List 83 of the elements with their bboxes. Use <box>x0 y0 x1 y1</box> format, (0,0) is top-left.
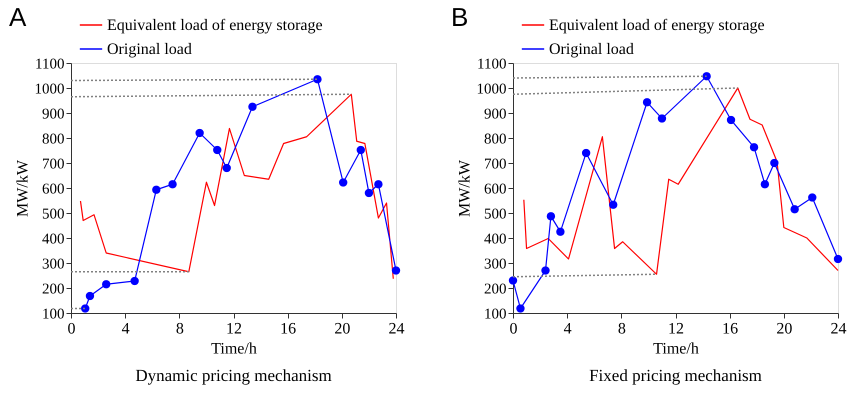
point <box>516 304 525 313</box>
point <box>356 146 365 154</box>
point <box>642 98 652 106</box>
y-tick-label: 1000 <box>34 82 64 98</box>
x-tick-label: 4 <box>564 320 572 338</box>
point <box>808 193 816 202</box>
y-tick-label: 400 <box>484 232 506 248</box>
x-axis-title: Time/h <box>211 340 257 358</box>
y-tick-label: 1100 <box>35 56 64 72</box>
point <box>790 205 799 214</box>
y-tick-label: 1000 <box>476 82 506 98</box>
point <box>152 186 160 194</box>
point <box>86 292 94 300</box>
x-tick-label: 8 <box>176 320 184 338</box>
point <box>213 146 222 154</box>
y-tick-label: 500 <box>42 206 64 222</box>
point <box>750 143 758 152</box>
point <box>81 304 90 313</box>
line-series <box>523 87 839 275</box>
x-tick-label: 0 <box>68 320 76 338</box>
point <box>364 188 374 198</box>
x-tick-label: 4 <box>122 320 130 338</box>
x-tick-label: 12 <box>668 320 684 338</box>
x-tick-label: 20 <box>334 320 350 338</box>
x-tick-label: 24 <box>388 320 404 338</box>
y-tick-label: 500 <box>484 206 506 222</box>
y-axis-title: MW/kW <box>14 159 32 217</box>
legend-label: Original load <box>549 41 634 58</box>
point <box>195 128 204 138</box>
y-tick-label: 900 <box>42 106 64 122</box>
legend-label: Equivalent load of energy storage <box>549 17 765 34</box>
y-tick-label: 200 <box>484 282 506 298</box>
text: Dynamic pricing mechanism <box>135 366 332 385</box>
y-tick-label: 700 <box>484 156 506 172</box>
point <box>102 280 110 288</box>
y-tick-label: 100 <box>42 306 64 322</box>
x-axis-title: Time/h <box>653 340 699 358</box>
y-axis-title: MW/kW <box>456 159 474 217</box>
point <box>582 148 590 158</box>
y-tick-label: 100 <box>484 306 506 322</box>
y-tick-label: 300 <box>484 256 506 272</box>
point <box>834 254 842 264</box>
point <box>339 178 348 187</box>
point <box>374 180 383 188</box>
point <box>168 180 177 188</box>
x-tick-label: 16 <box>722 320 738 338</box>
y-tick-label: 900 <box>484 106 506 122</box>
legend-label: Original load <box>107 41 192 58</box>
point <box>556 228 565 236</box>
legend-label: Equivalent load of energy storage <box>107 17 323 34</box>
x-tick-label: 0 <box>510 320 518 338</box>
y-tick-label: 1100 <box>477 56 506 72</box>
point <box>658 114 666 123</box>
y-tick-label: 200 <box>42 282 64 298</box>
point <box>726 116 736 124</box>
y-tick-label: 800 <box>484 132 506 148</box>
text: A <box>9 2 27 32</box>
point <box>130 276 139 286</box>
line-series <box>80 94 394 280</box>
point <box>546 212 556 220</box>
y-tick-label: 600 <box>484 182 506 198</box>
point <box>541 266 550 275</box>
x-tick-label: 24 <box>830 320 846 338</box>
text: Fixed pricing mechanism <box>589 366 762 385</box>
y-tick-label: 600 <box>42 182 64 198</box>
y-tick-label: 700 <box>42 156 64 172</box>
point <box>770 158 779 168</box>
y-tick-label: 300 <box>42 256 64 272</box>
point <box>702 72 711 80</box>
point <box>392 266 400 275</box>
point <box>313 75 322 84</box>
text: B <box>451 2 468 32</box>
x-tick-label: 16 <box>280 320 296 338</box>
x-tick-label: 20 <box>776 320 792 338</box>
point <box>508 276 518 285</box>
point <box>248 102 257 111</box>
x-tick-label: 12 <box>226 320 242 338</box>
point <box>760 180 770 188</box>
point <box>609 200 618 209</box>
y-tick-label: 400 <box>42 232 64 248</box>
y-tick-label: 800 <box>42 132 64 148</box>
point <box>222 164 231 172</box>
x-tick-label: 8 <box>618 320 626 338</box>
